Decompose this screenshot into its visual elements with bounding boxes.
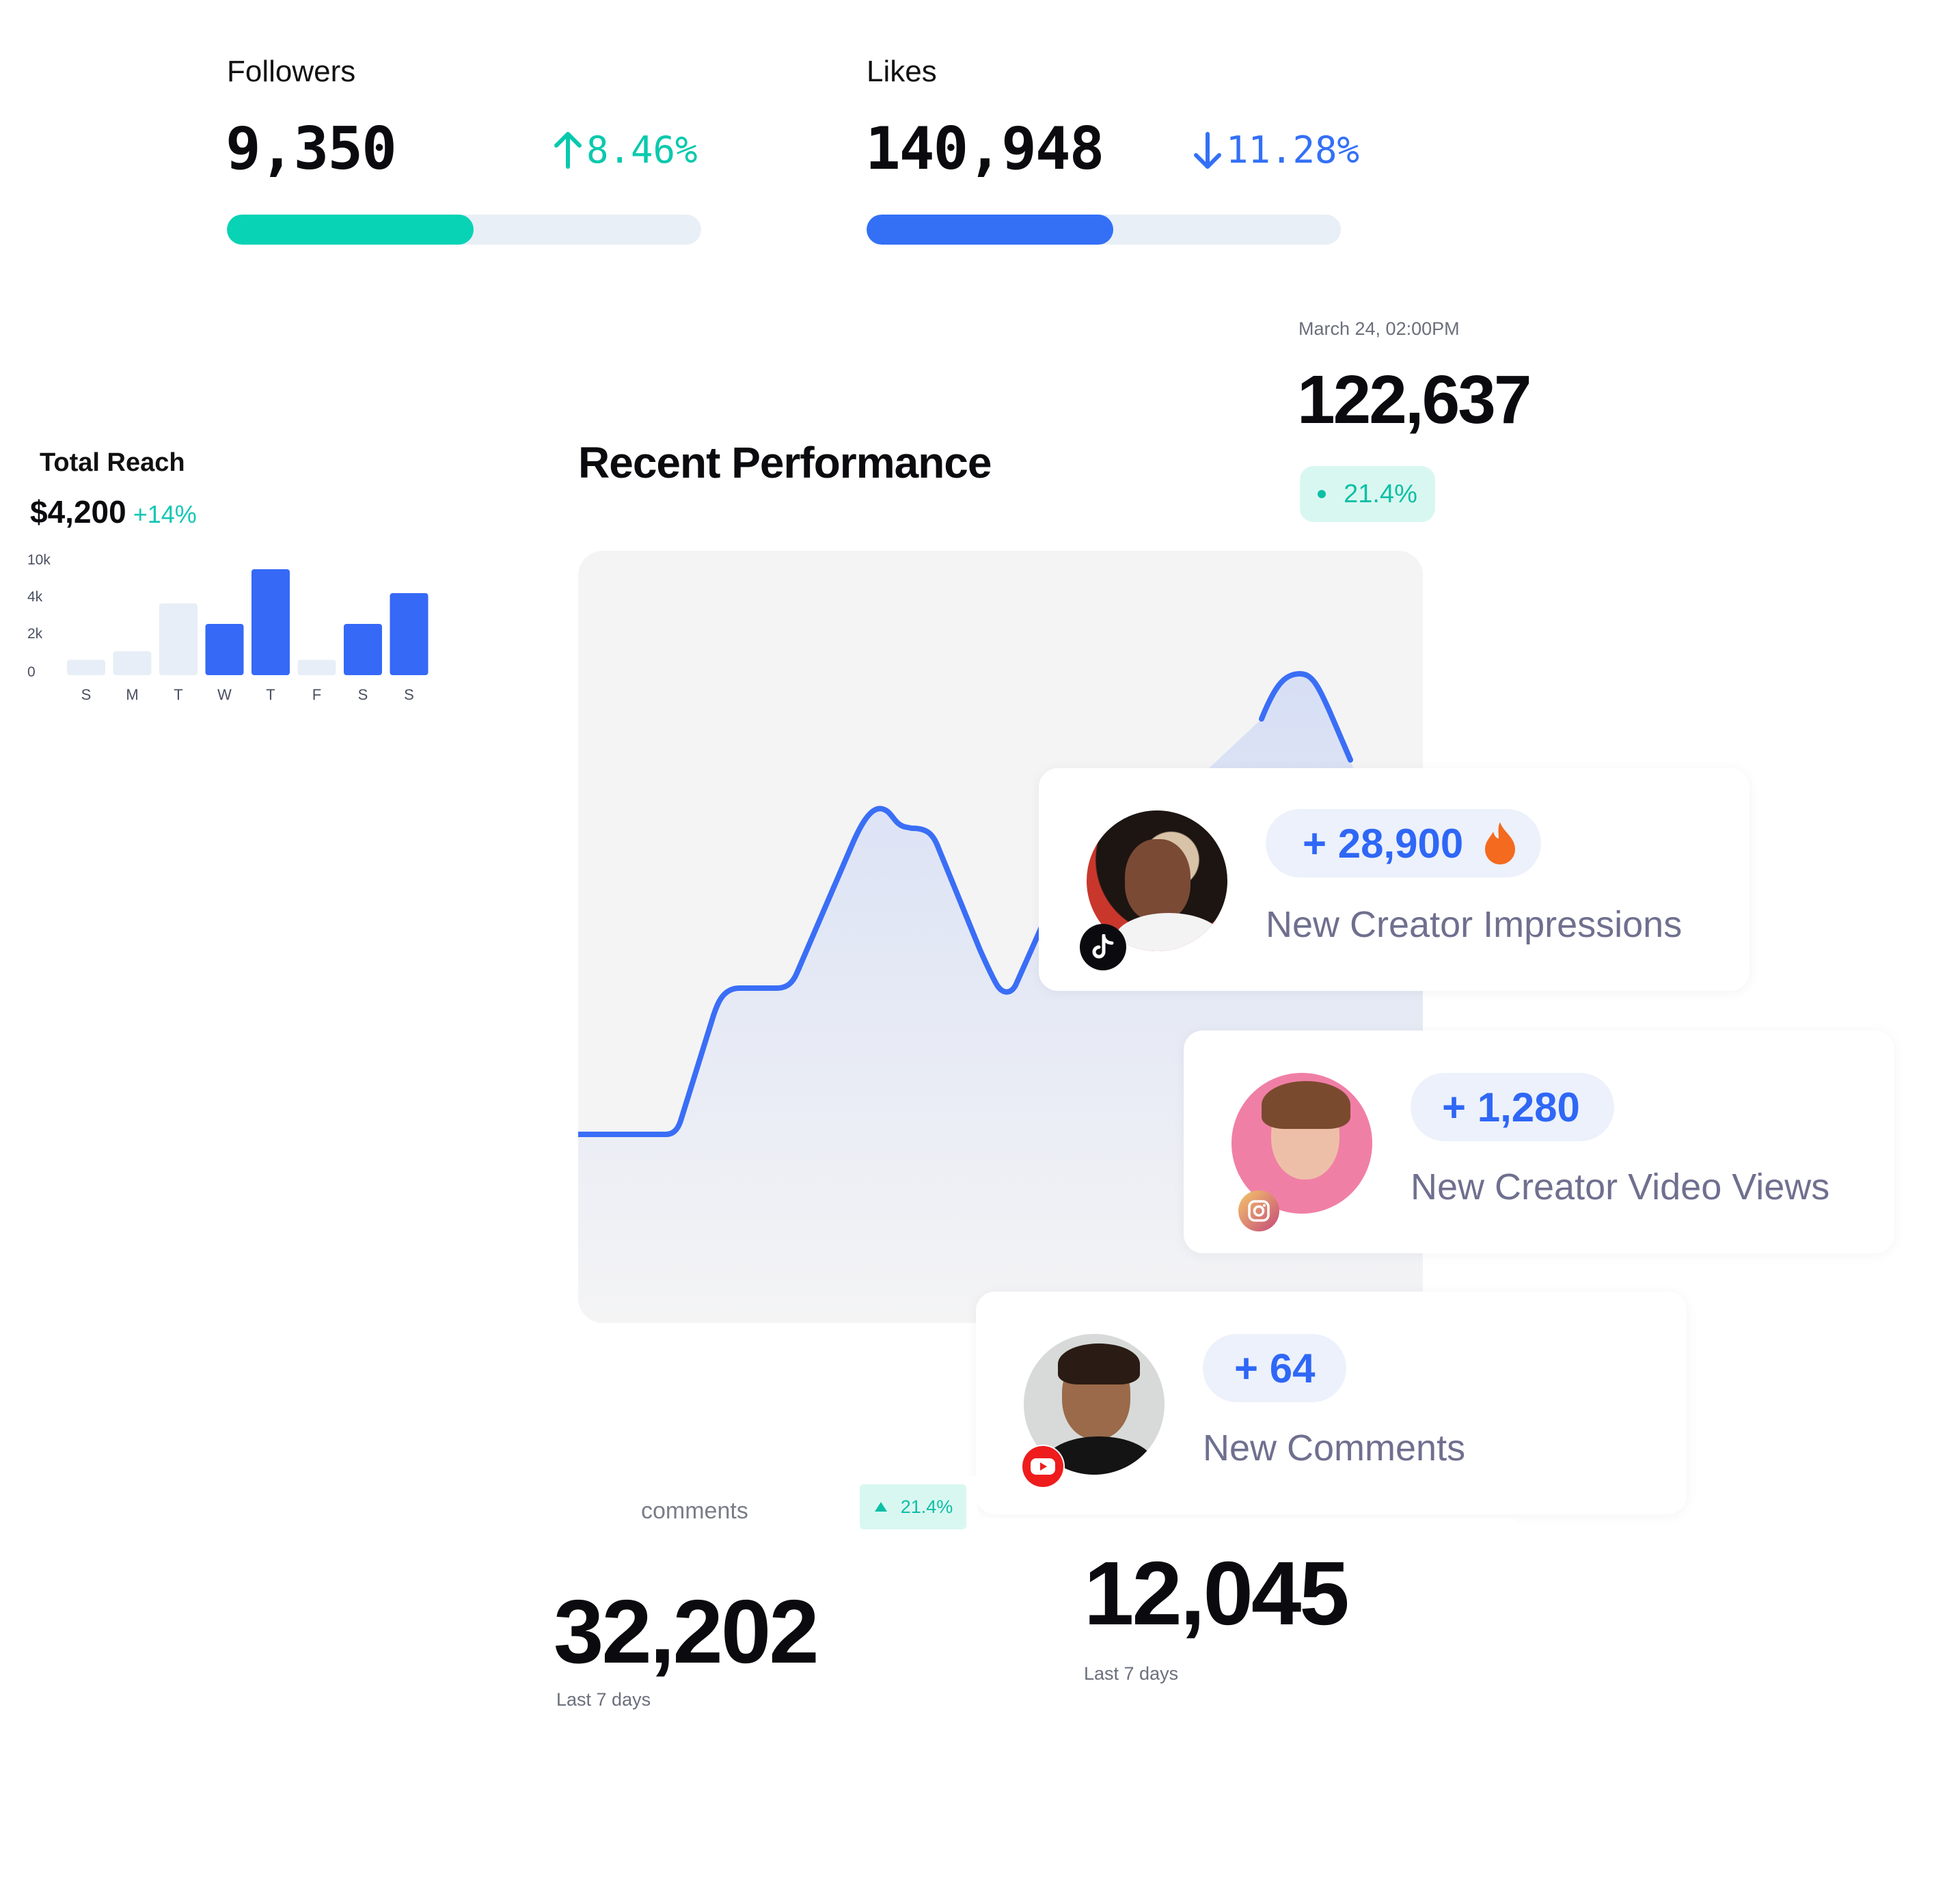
likes-progress [867,215,1341,245]
followers-value: 9,350 [226,115,397,183]
comments-period: Last 7 days [556,1689,651,1710]
total-reach-value: $4,200 [30,494,126,530]
y-tick-label: 4k [27,589,43,605]
avatar-face [1125,839,1190,921]
x-tick-label: W [217,686,232,703]
x-tick-label: T [174,686,182,703]
performance-timestamp: March 24, 02:00PM [1298,318,1460,339]
tiktok-icon [1080,924,1126,970]
avatar-hair [1262,1081,1350,1129]
video-views-label: New Creator Video Views [1411,1166,1830,1207]
avatar-hair [1058,1343,1140,1384]
comments-amount: + 64 [1234,1345,1316,1391]
avatar-shirt [1114,913,1223,951]
triangle-up-icon [874,1502,887,1512]
comments-amount-pill: + 64 [1203,1334,1347,1402]
creator-card-comments[interactable]: + 64 New Comments [976,1292,1687,1514]
impressions-label: New Creator Impressions [1266,904,1683,945]
video-views-amount: + 1,280 [1442,1084,1580,1130]
avatar [1231,1073,1372,1214]
comments-card[interactable]: comments 21.4% 32,202 Last 7 days [540,1476,977,1743]
bar-1 [113,651,152,675]
bar-0 [67,659,105,675]
performance-change-badge: 21.4% [1300,466,1435,522]
bar-7 [390,593,428,675]
y-tick-label: 10k [27,552,51,568]
performance-line [578,671,1353,1137]
x-tick-label: T [266,686,275,703]
fire-icon [1485,822,1516,864]
followers-progress-fill [227,215,474,245]
arrow-up-icon [554,131,582,169]
impressions-amount-pill: + 28,900 [1266,809,1542,877]
y-tick-label: 2k [27,626,43,642]
followers-change: 8.46% [554,128,698,172]
performance-value: 122,637 [1297,361,1532,438]
likes-progress-fill [867,215,1113,245]
followers-progress [227,215,701,245]
total-reach-chart: 10k 4k 2k 0 S M T W T F S S [27,552,428,703]
comments-change-badge: 21.4% [860,1484,966,1529]
avatar [1087,810,1227,951]
likes-change: 11.28% [1193,128,1359,172]
x-tick-label: F [312,686,321,703]
impressions-amount: + 28,900 [1303,820,1464,866]
performance-title: Recent Performance [578,438,992,487]
x-tick-label: S [404,686,414,703]
new-comments-label: New Comments [1203,1428,1466,1469]
video-views-amount-pill: + 1,280 [1411,1073,1614,1141]
bar-6 [344,624,382,675]
bar-3 [205,624,244,675]
metric-card-value: 12,045 [1084,1543,1350,1643]
x-tick-label: S [358,686,368,703]
dot-icon [1318,490,1326,498]
y-tick-label: 0 [27,664,36,680]
total-reach-value-row: $4,200 +14% [30,493,197,530]
followers-label: Followers [227,55,356,88]
creator-card-video-views[interactable]: + 1,280 New Creator Video Views [1184,1031,1894,1253]
bar-2 [159,603,198,675]
x-tick-label: S [81,686,92,703]
total-reach-title: Total Reach [40,448,185,477]
avatar [1024,1334,1165,1475]
youtube-icon [1021,1445,1065,1488]
bar-4 [251,569,290,675]
creator-card-impressions[interactable]: + 28,900 New Creator Impressions [1039,768,1750,991]
arrow-down-icon [1194,131,1221,169]
likes-label: Likes [867,55,937,88]
metric-card[interactable]: 12,045 Last 7 days [984,1518,1517,1723]
comments-label: comments [641,1498,748,1524]
comments-value: 32,202 [554,1581,819,1682]
bar-5 [297,659,336,675]
total-reach-change: +14% [133,500,197,528]
metric-card-period: Last 7 days [1084,1663,1179,1684]
instagram-icon [1238,1190,1279,1231]
x-tick-label: M [126,686,138,703]
likes-value: 140,948 [865,115,1104,183]
